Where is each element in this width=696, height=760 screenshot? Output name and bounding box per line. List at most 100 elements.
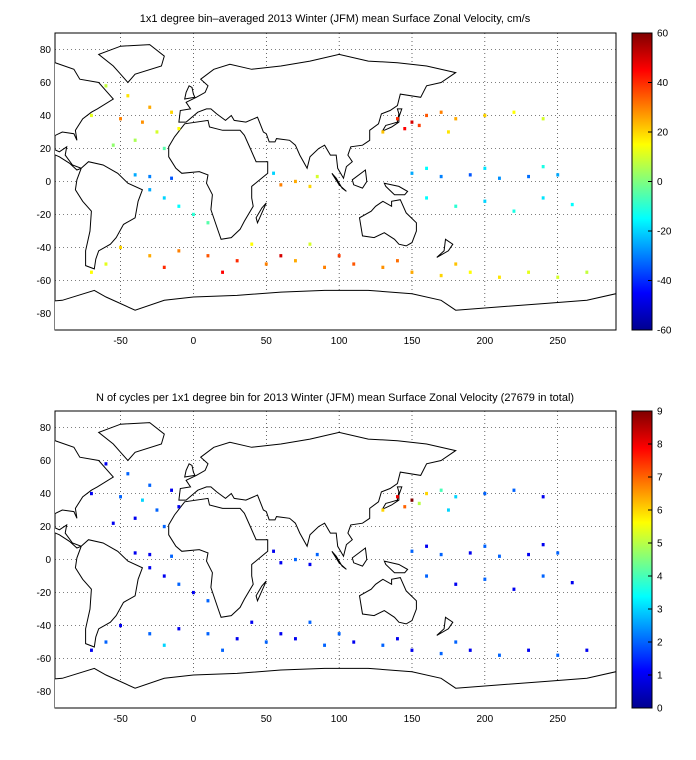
data-bin [417, 123, 421, 128]
x-tick-label: 50 [261, 336, 273, 347]
data-bin [454, 640, 458, 644]
data-bin [148, 188, 152, 192]
y-tick-label: -80 [37, 687, 52, 698]
x-tick-label: 50 [261, 714, 273, 725]
data-bin [447, 508, 450, 512]
colorbar-tick-label: 4 [657, 572, 663, 583]
data-bin [235, 259, 239, 263]
data-bin [279, 561, 283, 565]
data-bin [527, 174, 530, 179]
y-tick-label: -60 [37, 654, 52, 665]
data-bin [104, 262, 108, 266]
data-bin [498, 275, 501, 279]
data-bin [439, 552, 443, 557]
x-tick-label: 0 [191, 336, 197, 347]
x-tick-label: 150 [404, 336, 421, 347]
data-bin [425, 113, 428, 118]
y-tick-label: 0 [45, 555, 51, 566]
data-bin [162, 146, 166, 151]
data-bin [556, 551, 560, 555]
data-bin [170, 488, 173, 492]
coastline [358, 199, 417, 247]
x-tick-label: 250 [549, 714, 566, 725]
data-bin [410, 648, 414, 652]
data-bin [396, 637, 399, 641]
data-bin [352, 640, 356, 644]
x-tick-labels: -50 0 50 100 150 200 250 [113, 336, 566, 347]
data-bin [403, 505, 407, 509]
data-bin [541, 117, 545, 121]
data-bin [294, 259, 297, 263]
data-bin [512, 488, 516, 492]
coastline [74, 539, 144, 648]
y-tick-label: -40 [37, 621, 52, 632]
y-tick-label: 80 [40, 423, 52, 434]
data-bin [439, 110, 443, 114]
y-tick-label: 60 [40, 78, 52, 89]
colorbar-tick-label: 40 [657, 78, 669, 89]
x-tick-label: 200 [477, 714, 494, 725]
data-bin [439, 174, 443, 179]
data-bin [483, 166, 487, 170]
data-bin [206, 599, 210, 603]
data-bin [90, 270, 93, 274]
colorbar [631, 410, 653, 709]
data-bin [527, 552, 530, 557]
data-bin [104, 640, 108, 644]
data-bin [439, 273, 443, 278]
land-outlines [55, 44, 616, 330]
data-bin [90, 491, 93, 496]
data-bin [410, 270, 414, 274]
data-bin [468, 173, 472, 177]
data-bin [141, 120, 144, 124]
data-bin [315, 552, 319, 557]
data-bin [527, 648, 530, 652]
x-tick-label: 100 [331, 336, 348, 347]
coastline [436, 616, 454, 636]
data-bin [133, 551, 137, 555]
colorbar-tick-label: 1 [657, 671, 663, 682]
coastline [184, 85, 196, 100]
data-bin [323, 643, 326, 647]
data-bin [498, 653, 501, 657]
data-bin [308, 184, 312, 189]
y-tick-label: 40 [40, 111, 52, 122]
data-bins [90, 462, 589, 657]
data-bin [410, 498, 414, 502]
data-bin [483, 199, 487, 203]
data-bin [447, 130, 450, 134]
data-bin [556, 653, 560, 657]
data-bin [111, 143, 115, 147]
colorbar-tick-labels: -60 -40 -20 0 20 40 60 [648, 29, 672, 337]
x-tick-label: -50 [113, 714, 128, 725]
data-bin [192, 212, 195, 217]
data-bin [126, 94, 130, 98]
data-bin [410, 120, 414, 124]
y-tick-label: -20 [37, 588, 52, 599]
data-bin [162, 643, 166, 647]
coastline [168, 497, 269, 618]
data-bin [162, 265, 166, 269]
data-bin [425, 166, 428, 170]
data-bin [170, 554, 173, 558]
data-bin [425, 491, 428, 496]
data-bin [177, 127, 181, 131]
data-bin [439, 488, 443, 492]
data-bin [272, 171, 275, 175]
coastline [55, 440, 115, 549]
data-bin [221, 648, 224, 652]
coastline [255, 202, 267, 225]
data-bin [352, 262, 356, 266]
data-bin [468, 551, 472, 555]
data-bin [527, 270, 530, 274]
data-bin [381, 643, 385, 647]
data-bin [498, 176, 501, 180]
data-bin [90, 113, 93, 118]
data-bin [148, 105, 152, 109]
data-bin [170, 110, 173, 114]
colorbar-tick-label: 0 [657, 177, 663, 188]
data-bin [454, 204, 458, 208]
data-bin [541, 574, 545, 578]
data-bin [498, 554, 501, 558]
